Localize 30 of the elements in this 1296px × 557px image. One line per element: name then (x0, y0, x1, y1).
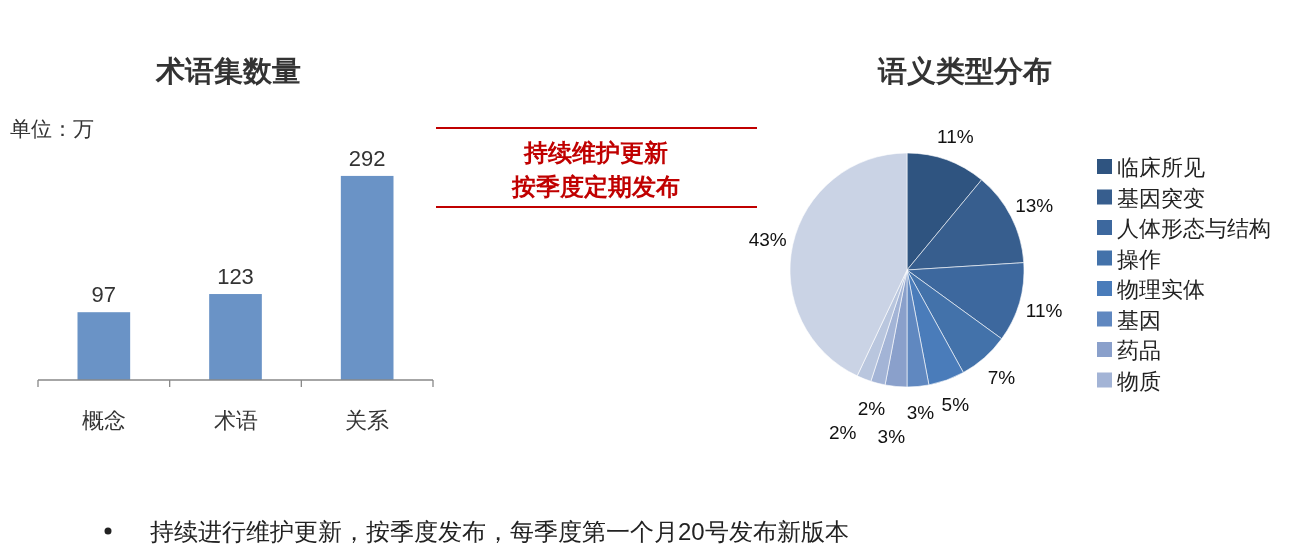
data-label: 97 (91, 282, 117, 308)
x-tick-label: 关系 (345, 408, 390, 433)
data-label: 292 (348, 145, 386, 171)
legend-label: 基因突变 (1117, 185, 1205, 211)
data-label: 5% (941, 394, 970, 416)
chart-title: 语义类型分布 (877, 55, 1052, 87)
data-label: 2% (857, 398, 886, 420)
text: 持续进行维护更新，按季度发布，每季度第一个月20号发布新版本 (150, 518, 849, 545)
legend-label: 临床所见 (1117, 155, 1205, 180)
data-label: 2% (828, 422, 857, 444)
legend-label: 物理实体 (1117, 277, 1205, 302)
x-tick-label: 术语 (213, 408, 258, 433)
legend-label: 物质 (1117, 368, 1161, 394)
data-label: 13% (1015, 195, 1054, 217)
data-label: 11% (937, 125, 974, 147)
data-label: 7% (987, 367, 1016, 389)
data-label: 11% (1025, 299, 1063, 321)
x-tick-label: 概念 (81, 408, 126, 433)
chart-title: 术语集数量 (154, 55, 301, 87)
legend-label: 基因 (1117, 307, 1161, 333)
y-axis-title: 单位：万 (10, 117, 94, 140)
text: 持续维护更新 (523, 139, 668, 166)
data-label: 43% (748, 228, 787, 250)
text: 按季度定期发布 (511, 173, 680, 200)
legend-label: 药品 (1117, 338, 1161, 363)
data-label: 3% (906, 402, 935, 424)
legend-label: 人体形态与结构 (1117, 216, 1271, 241)
data-label: 123 (217, 264, 254, 290)
data-label: 3% (877, 426, 906, 447)
legend-label: 操作 (1117, 246, 1161, 272)
